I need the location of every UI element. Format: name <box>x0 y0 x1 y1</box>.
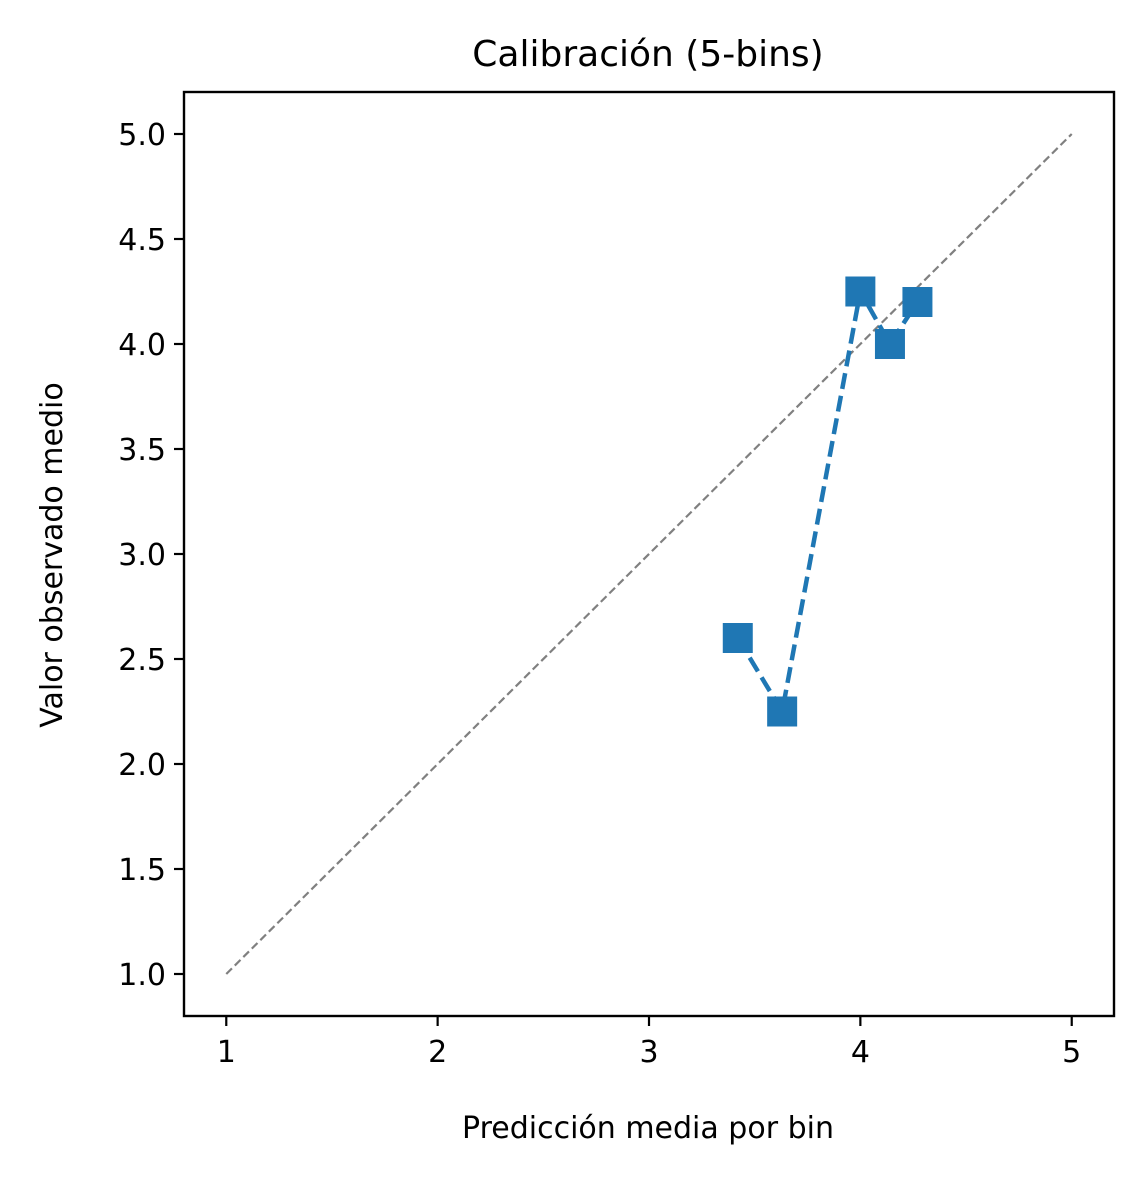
data-point-marker <box>722 623 753 653</box>
y-tick-label: 4.5 <box>118 223 166 258</box>
y-axis-label: Valor observado medio <box>35 382 70 727</box>
y-tick-label: 2.5 <box>118 643 166 678</box>
data-point-marker <box>767 696 798 727</box>
x-tick-label: 5 <box>1062 1035 1081 1070</box>
data-point-marker <box>874 329 905 359</box>
data-point-marker <box>902 287 933 317</box>
y-tick-label: 2.0 <box>118 748 166 783</box>
data-point-marker <box>845 276 876 307</box>
x-tick-label: 2 <box>428 1035 447 1070</box>
x-axis-label: Predicción media por bin <box>462 1111 834 1146</box>
reference-diagonal-line <box>225 133 1073 975</box>
y-tick-label: 1.5 <box>118 853 166 888</box>
x-tick-label: 3 <box>639 1035 658 1070</box>
y-tick-label: 1.0 <box>118 958 166 993</box>
plot-area: 1 2 3 4 5 1.0 1.5 2.0 2.5 3.0 3.5 4.0 4.5 5.0 <box>118 90 1116 1070</box>
y-tick-label: 3.5 <box>118 433 166 468</box>
x-tick-label: 4 <box>851 1035 870 1070</box>
y-tick-label: 4.0 <box>118 328 166 363</box>
x-tick-label: 1 <box>217 1035 236 1070</box>
y-tick-label: 3.0 <box>118 538 166 573</box>
y-tick-label: 5.0 <box>118 118 166 153</box>
chart-title: Calibración (5-bins) <box>472 34 823 75</box>
